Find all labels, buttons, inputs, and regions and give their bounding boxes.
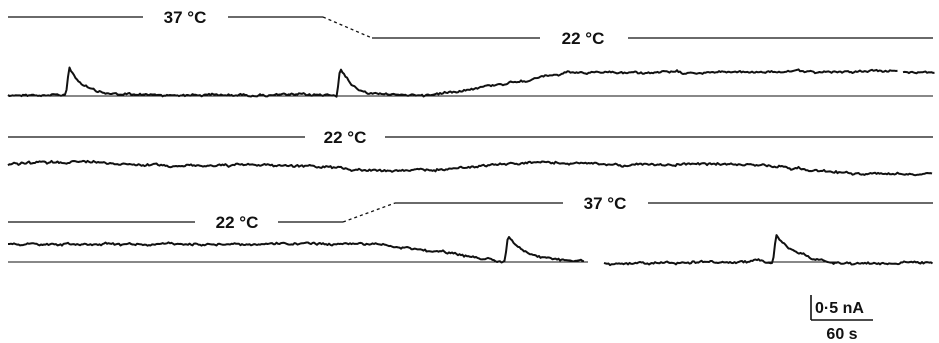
temp-label-22: 22 °C — [324, 128, 367, 147]
current-trace-a — [7, 66, 898, 98]
panel-2: 22 °C — [7, 128, 933, 177]
current-trace-b — [603, 234, 934, 267]
panel-3: 22 °C 37 °C — [8, 194, 934, 267]
scale-bar-current-label: 0·5 nA — [815, 300, 864, 317]
temp-label-37: 37 °C — [584, 194, 627, 213]
temp-label-22: 22 °C — [562, 29, 605, 48]
temp-transition-dashed — [342, 202, 396, 223]
current-trace-b — [902, 70, 935, 75]
panel-1: 37 °C 22 °C — [7, 8, 935, 98]
temp-label-37: 37 °C — [164, 8, 207, 27]
current-trace-a — [8, 236, 585, 264]
current-trace — [7, 159, 933, 177]
temp-transition-dashed — [322, 16, 373, 39]
temp-label-22: 22 °C — [216, 213, 259, 232]
scale-bar-time-label: 60 s — [826, 326, 857, 343]
scale-bar: 0·5 nA 60 s — [810, 295, 873, 343]
